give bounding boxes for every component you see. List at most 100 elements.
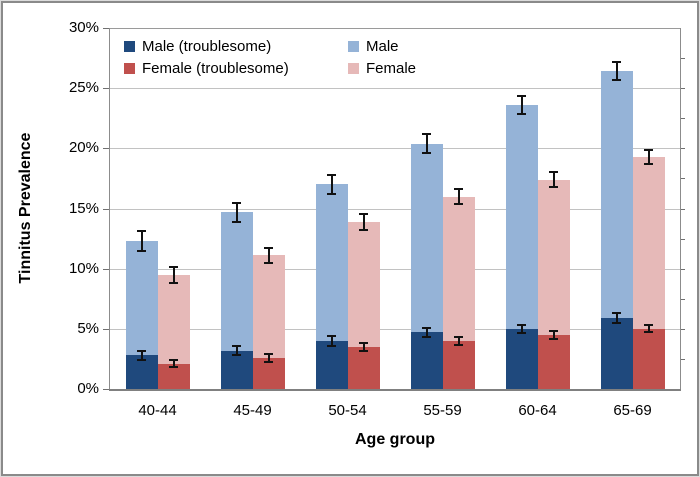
error-bar-cap-top-male-troublesome-45-49 (232, 344, 241, 347)
error-bar-cap-bottom-male-50-54 (327, 193, 336, 196)
bar-male-troublesome-55-59 (410, 332, 443, 389)
y-tick-30 (103, 28, 110, 29)
error-bar-cap-top-male-troublesome-55-59 (422, 326, 431, 329)
error-bar-male-troublesome-55-59 (425, 327, 428, 338)
x-category-label-45-49: 45-49 (233, 402, 272, 419)
error-bar-cap-top-female-40-44 (169, 265, 178, 268)
error-bar-cap-bottom-male-65-69 (612, 79, 621, 82)
gridline-30 (110, 28, 680, 29)
error-bar-cap-top-male-troublesome-65-69 (612, 312, 621, 315)
legend-swatch-female (348, 62, 359, 74)
legend-label-female-troublesome: Female (troublesome) (142, 59, 289, 77)
legend-swatch-female-troublesome (124, 62, 135, 74)
legend-swatch-male (348, 40, 359, 52)
error-bar-cap-bottom-male-troublesome-50-54 (327, 344, 336, 347)
error-bar-cap-top-male-troublesome-60-64 (517, 323, 526, 326)
x-category-label-65-69: 65-69 (613, 402, 652, 419)
legend-label-female: Female (366, 59, 417, 77)
error-bar-cap-top-female-45-49 (264, 246, 273, 249)
x-axis-title: Age group (355, 431, 435, 448)
bar-female-troublesome-45-49 (252, 357, 285, 389)
error-bar-cap-top-male-55-59 (422, 132, 431, 135)
error-bar-cap-bottom-female-55-59 (454, 203, 463, 206)
error-bar-cap-bottom-female-60-64 (549, 185, 558, 188)
y-minor-tick-right-17.5 (680, 178, 685, 180)
error-bar-female-50-54 (362, 213, 365, 230)
error-bar-cap-bottom-female-65-69 (644, 163, 653, 165)
error-bar-cap-top-female-55-59 (454, 187, 463, 190)
error-bar-cap-bottom-male-40-44 (137, 249, 146, 252)
x-category-label-40-44: 40-44 (138, 402, 177, 419)
y-tick-20 (103, 148, 110, 150)
y-tick-15 (103, 208, 110, 210)
y-tick-label-15: 15% (68, 199, 99, 217)
error-bar-cap-bottom-female-45-49 (264, 262, 273, 265)
y-tick-label-10: 10% (68, 259, 99, 277)
error-bar-cap-bottom-female-troublesome-65-69 (644, 331, 653, 334)
gridline-5 (110, 328, 680, 330)
gridline-10 (110, 268, 680, 270)
bar-male-troublesome-60-64 (505, 328, 538, 389)
error-bar-male-50-54 (330, 174, 333, 195)
y-minor-tick-right-27.5 (680, 58, 685, 60)
bar-male-troublesome-50-54 (315, 340, 348, 389)
y-tick-label-20: 20% (68, 139, 99, 157)
error-bar-female-45-49 (267, 247, 270, 264)
error-bar-male-45-49 (235, 202, 238, 222)
gridline-20 (110, 148, 680, 150)
error-bar-cap-bottom-male-troublesome-55-59 (422, 336, 431, 339)
x-category-label-60-64: 60-64 (518, 402, 557, 419)
error-bar-male-troublesome-65-69 (615, 313, 618, 323)
error-bar-cap-top-male-50-54 (327, 173, 336, 176)
error-bar-female-40-44 (172, 266, 175, 283)
y-minor-tick-right-15 (680, 208, 685, 210)
bar-male-troublesome-65-69 (600, 318, 633, 389)
bar-male-troublesome-45-49 (220, 350, 253, 389)
y-tick-label-30: 30% (68, 19, 99, 36)
error-bar-cap-bottom-male-troublesome-65-69 (612, 321, 621, 324)
legend-label-male: Male (366, 37, 399, 55)
legend-item-female-troublesome: Female (troublesome) (124, 58, 289, 78)
legend-label-male-troublesome: Male (troublesome) (142, 37, 272, 55)
y-tick-label-0: 0% (77, 380, 99, 397)
error-bar-female-65-69 (647, 149, 650, 164)
error-bar-cap-bottom-female-40-44 (169, 281, 178, 284)
error-bar-female-troublesome-60-64 (552, 331, 555, 339)
error-bar-cap-top-female-50-54 (359, 212, 368, 215)
error-bar-cap-top-male-45-49 (232, 201, 241, 204)
error-bar-cap-top-female-60-64 (549, 171, 558, 174)
plot-area: 0% 5% 10% 15% 20% 25% 30% 40-44 45-49 50-54 55-59 6… (3, 3, 697, 474)
y-tick-label-5: 5% (77, 319, 99, 337)
x-category-label-50-54: 50-54 (328, 402, 367, 419)
legend-item-female: Female (348, 58, 416, 78)
bar-female-troublesome-65-69 (632, 328, 665, 389)
error-bar-cap-bottom-female-troublesome-60-64 (549, 337, 558, 340)
error-bar-male-65-69 (615, 62, 618, 81)
error-bar-cap-bottom-male-60-64 (517, 113, 526, 115)
y-tick-label-25: 25% (68, 79, 99, 97)
legend-item-male: Male (348, 36, 399, 56)
y-minor-tick-right-22.5 (680, 118, 685, 120)
bar-female-troublesome-55-59 (442, 340, 475, 389)
y-minor-tick-right-10 (680, 268, 685, 270)
error-bar-female-troublesome-45-49 (267, 353, 270, 362)
y-axis-line (109, 28, 110, 389)
error-bar-male-55-59 (425, 133, 428, 154)
error-bar-cap-bottom-female-troublesome-40-44 (169, 366, 178, 369)
y-minor-tick-right-20 (680, 148, 685, 150)
error-bar-female-troublesome-55-59 (457, 336, 460, 346)
error-bar-cap-bottom-female-troublesome-50-54 (359, 350, 368, 353)
y-minor-tick-right-5 (680, 328, 685, 330)
x-category-label-55-59: 55-59 (423, 402, 462, 419)
legend-item-male-troublesome: Male (troublesome) (124, 36, 271, 56)
error-bar-cap-top-female-troublesome-40-44 (169, 359, 178, 362)
y-tick-0 (103, 389, 110, 390)
error-bar-cap-bottom-male-troublesome-45-49 (232, 354, 241, 357)
error-bar-female-troublesome-50-54 (362, 342, 365, 352)
error-bar-female-troublesome-40-44 (172, 360, 175, 368)
error-bar-male-troublesome-45-49 (235, 345, 238, 356)
y-minor-tick-right-7.5 (680, 298, 685, 300)
right-border-line (680, 28, 681, 389)
error-bar-male-troublesome-50-54 (330, 336, 333, 346)
